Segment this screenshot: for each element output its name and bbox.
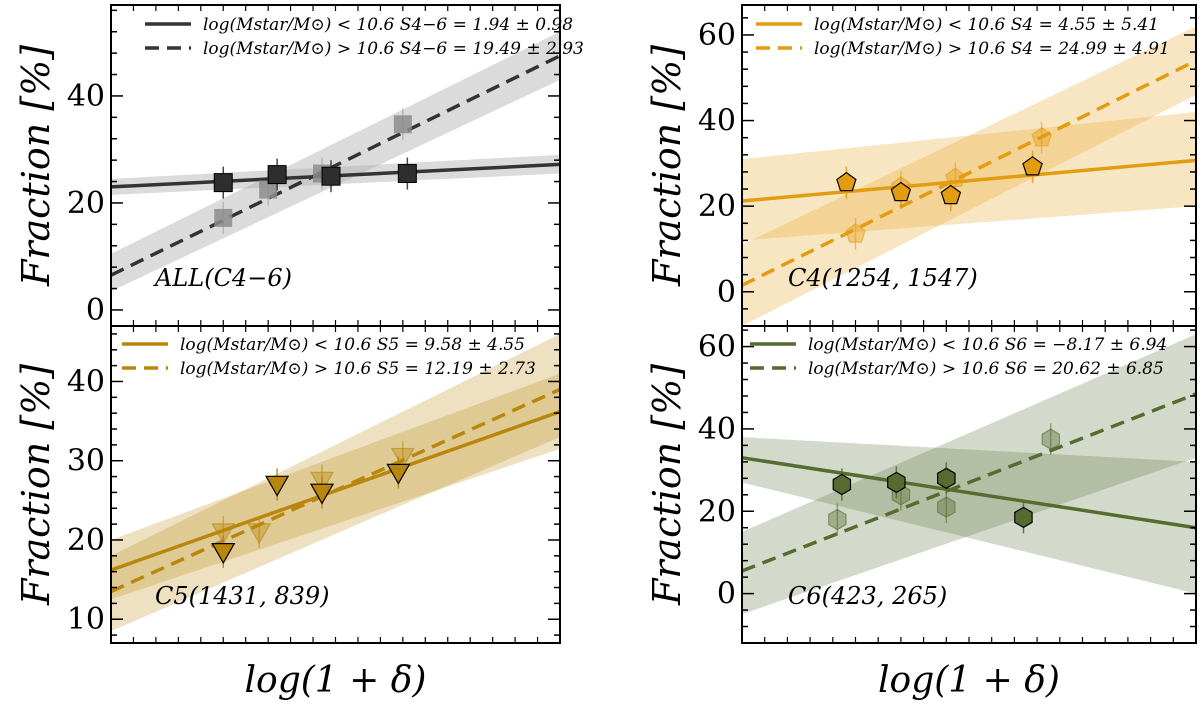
panel-4: 0 20 40 60 Fraction [%] log(1 + δ) C6(423, 265…	[645, 325, 1197, 701]
legend-label-high_mass: log(Mstar/M⊙) > 10.6 S5 = 12.19 ± 2.73	[180, 359, 536, 379]
low_mass-data-point	[397, 164, 417, 184]
low_mass-data-point	[887, 471, 906, 494]
high_mass-fit-line	[111, 54, 560, 277]
low_mass-data-point	[936, 467, 956, 489]
legend-label-low_mass: log(Mstar/M⊙) < 10.6 S4−6 = 1.94 ± 0.98	[203, 15, 573, 35]
high_mass-data-point	[845, 223, 866, 243]
low_mass-data-point	[213, 173, 233, 193]
legend-label-low_mass: log(Mstar/M⊙) < 10.6 S5 = 9.58 ± 4.55	[180, 335, 525, 355]
plot-area	[742, 334, 1196, 615]
y-tick-label: 40	[698, 412, 736, 447]
y-tick-label: 0	[86, 293, 105, 328]
high_mass-fit-line	[742, 59, 1196, 287]
low_mass-data-point	[836, 171, 857, 192]
legend-label-high_mass: log(Mstar/M⊙) > 10.6 S4−6 = 19.49 ± 2.93	[203, 39, 584, 59]
y-axis-label: Fraction [%]	[14, 364, 58, 606]
legend: log(Mstar/M⊙) < 10.6 S5 = 9.58 ± 4.55 log…	[122, 335, 536, 379]
y-axis-label: Fraction [%]	[14, 45, 58, 287]
panel-2: 0 20 40 60 Fraction [%] C4(1254, 1547) log(Mst…	[645, 4, 1197, 327]
low_mass-data-point	[265, 475, 290, 497]
y-axis-label: Fraction [%]	[645, 45, 689, 287]
high_mass-data-point	[828, 508, 847, 531]
legend-label-low_mass: log(Mstar/M⊙) < 10.6 S6 = −8.17 ± 6.94	[808, 335, 1167, 355]
low_mass-confidence-band	[742, 112, 1196, 241]
y-tick-label: 40	[698, 104, 736, 139]
high_mass-data-point	[247, 523, 272, 545]
high_mass-confidence-band	[742, 26, 1196, 326]
high_mass-fit-line	[111, 387, 560, 594]
high_mass-data-point	[1041, 428, 1061, 450]
high_mass-fit-line	[742, 392, 1196, 573]
high_mass-data-point	[211, 523, 236, 545]
plot-area	[742, 26, 1196, 326]
high_mass-data-point	[390, 447, 415, 470]
panel-label: C5(1431, 839)	[155, 582, 330, 610]
low_mass-data-point	[1014, 506, 1033, 529]
low_mass-data-point	[267, 165, 287, 185]
panel-3: 10 20 30 40 Fraction [%] log(1 + δ) C5(1431, 8…	[14, 325, 561, 701]
low_mass-data-point	[386, 463, 411, 485]
legend-label-high_mass: log(Mstar/M⊙) > 10.6 S4 = 24.99 ± 4.91	[814, 39, 1170, 59]
y-tick-label: 60	[698, 330, 736, 365]
panel-label: ALL(C4−6)	[153, 264, 292, 292]
high_mass-data-point	[1031, 126, 1052, 147]
low_mass-fit-line	[742, 456, 1196, 530]
y-tick-label: 40	[67, 364, 105, 399]
panel-label: C4(1254, 1547)	[788, 264, 978, 292]
y-tick-label: 0	[717, 275, 736, 310]
low_mass-data-point	[321, 166, 341, 186]
low_mass-data-point	[890, 181, 912, 202]
legend-label-high_mass: log(Mstar/M⊙) > 10.6 S6 = 20.62 ± 6.85	[808, 359, 1164, 379]
plot-area	[111, 31, 560, 292]
low_mass-fit-line	[742, 158, 1196, 203]
y-tick-label: 20	[67, 523, 105, 558]
high_mass-data-point	[259, 180, 278, 199]
legend: log(Mstar/M⊙) < 10.6 S4 = 4.55 ± 5.41 log…	[756, 15, 1170, 59]
plot-area	[111, 333, 560, 632]
y-tick-label: 20	[698, 189, 736, 224]
low_mass-data-point	[832, 473, 852, 496]
x-axis-label: log(1 + δ)	[245, 660, 427, 701]
low_mass-data-point	[1022, 156, 1043, 176]
legend-label-low_mass: log(Mstar/M⊙) < 10.6 S4 = 4.55 ± 5.41	[814, 15, 1159, 35]
low_mass-data-point	[940, 184, 962, 205]
high_mass-data-point	[393, 115, 412, 134]
high_mass-data-point	[936, 496, 956, 518]
y-tick-label: 0	[717, 577, 736, 612]
legend: log(Mstar/M⊙) < 10.6 S6 = −8.17 ± 6.94 lo…	[750, 335, 1167, 379]
y-tick-label: 20	[698, 494, 736, 529]
high_mass-confidence-band	[742, 334, 1196, 615]
low_mass-data-point	[211, 542, 236, 565]
y-tick-label: 10	[67, 602, 105, 637]
y-axis-label: Fraction [%]	[645, 364, 689, 606]
low_mass-data-point	[309, 483, 335, 505]
panel-1: 0 20 40 Fraction [%] ALL(C4−6) log(Mstar/M⊙) …	[14, 4, 584, 328]
y-tick-label: 40	[67, 79, 105, 114]
y-tick-label: 30	[67, 444, 105, 479]
high_mass-data-point	[214, 208, 233, 227]
x-axis-label: log(1 + δ)	[878, 660, 1060, 701]
y-tick-label: 60	[698, 18, 736, 53]
y-tick-label: 20	[67, 186, 105, 221]
panel-label: C6(423, 265)	[788, 582, 947, 610]
legend: log(Mstar/M⊙) < 10.6 S4−6 = 1.94 ± 0.98 l…	[145, 15, 584, 59]
